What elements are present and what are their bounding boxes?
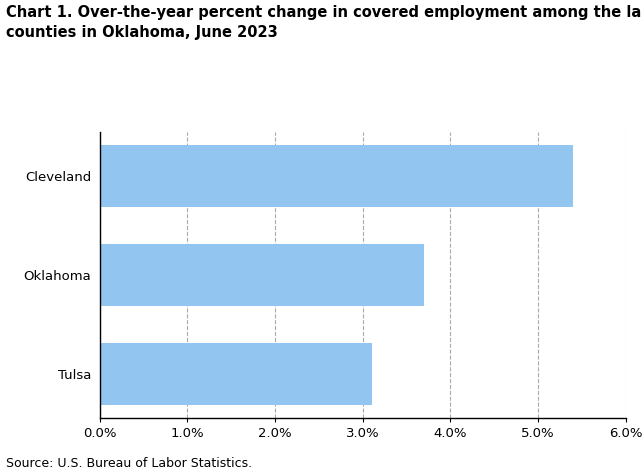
Bar xyxy=(100,343,372,405)
Text: Source: U.S. Bureau of Labor Statistics.: Source: U.S. Bureau of Labor Statistics. xyxy=(6,456,252,470)
Bar xyxy=(100,145,573,207)
Text: Chart 1. Over-the-year percent change in covered employment among the largest
co: Chart 1. Over-the-year percent change in… xyxy=(6,5,642,40)
Bar xyxy=(100,244,424,306)
